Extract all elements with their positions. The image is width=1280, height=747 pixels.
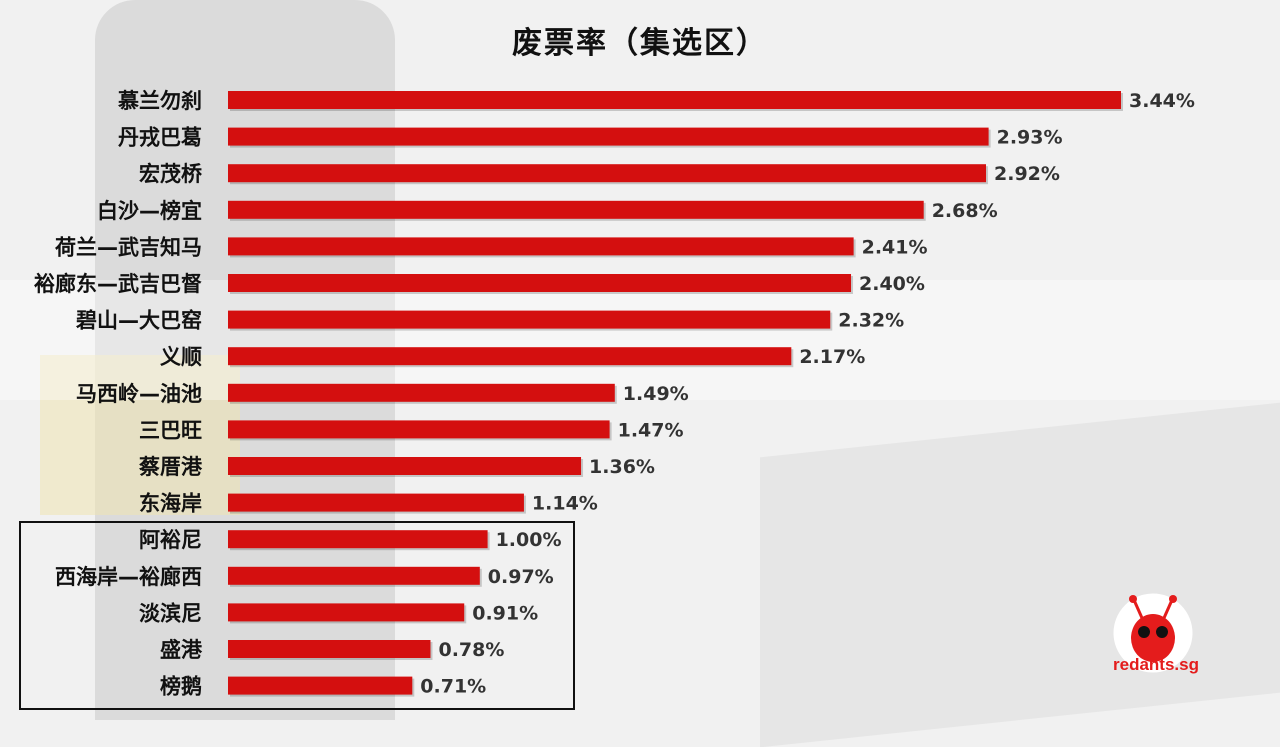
logo-text: redants.sg [1113,655,1199,674]
value-label: 0.97% [488,566,554,588]
value-label: 2.40% [859,273,925,295]
red-ant-icon [1112,592,1194,674]
value-label: 0.91% [472,602,538,624]
value-label: 2.41% [862,236,928,258]
bar [228,676,413,695]
value-label: 1.36% [589,456,655,478]
bar [228,457,582,475]
category-label: 马西岭—油池 [76,382,202,406]
bar [228,127,989,146]
bar [228,420,610,439]
value-label: 2.68% [932,200,998,222]
bar [228,347,792,366]
category-label: 淡滨尼 [139,601,202,625]
chart-title: 废票率（集选区） [512,26,768,61]
bar [228,566,480,585]
value-label: 1.47% [618,419,684,441]
bar [228,383,615,402]
value-label: 0.71% [420,676,486,698]
value-label: 0.78% [438,639,504,661]
category-label: 蔡厝港 [139,455,203,479]
category-label: 榜鹅 [160,675,202,699]
bar [228,274,852,292]
value-label: 1.49% [623,383,689,405]
bar [228,164,987,183]
bar [228,200,924,219]
category-label: 阿裕尼 [139,528,202,552]
value-label: 1.14% [532,493,598,515]
bar [228,493,524,512]
category-label: 碧山—大巴窑 [75,309,202,333]
category-label: 宏茂桥 [139,162,203,186]
value-label: 1.00% [496,529,562,551]
category-label: 三巴旺 [139,418,202,442]
value-label: 3.44% [1129,90,1195,112]
category-label: 丹戎巴葛 [118,126,202,150]
category-label: 荷兰—武吉知马 [55,235,202,259]
category-label: 西海岸—裕廊西 [55,565,202,589]
category-label: 慕兰勿刹 [117,89,202,113]
bar [228,310,831,329]
bar [228,640,431,658]
highlight-box [19,521,575,710]
bar [228,237,854,256]
bar [228,91,1121,109]
bar [228,530,488,549]
bar [228,603,465,622]
value-label: 2.32% [838,310,904,332]
value-label: 2.92% [994,163,1060,185]
category-label: 盛港 [160,638,203,662]
bar-chart: 慕兰勿刹 3.44% 丹戎巴葛 2.93% 宏茂桥 2.92% 白沙—榜宜 2.68% 荷兰—武… [34,89,1195,699]
value-label: 2.17% [799,346,865,368]
category-label: 义顺 [160,345,202,369]
category-label: 白沙—榜宜 [97,199,202,223]
category-label: 东海岸 [139,492,202,516]
value-label: 2.93% [997,127,1063,149]
category-label: 裕廊东—武吉巴督 [34,272,202,296]
